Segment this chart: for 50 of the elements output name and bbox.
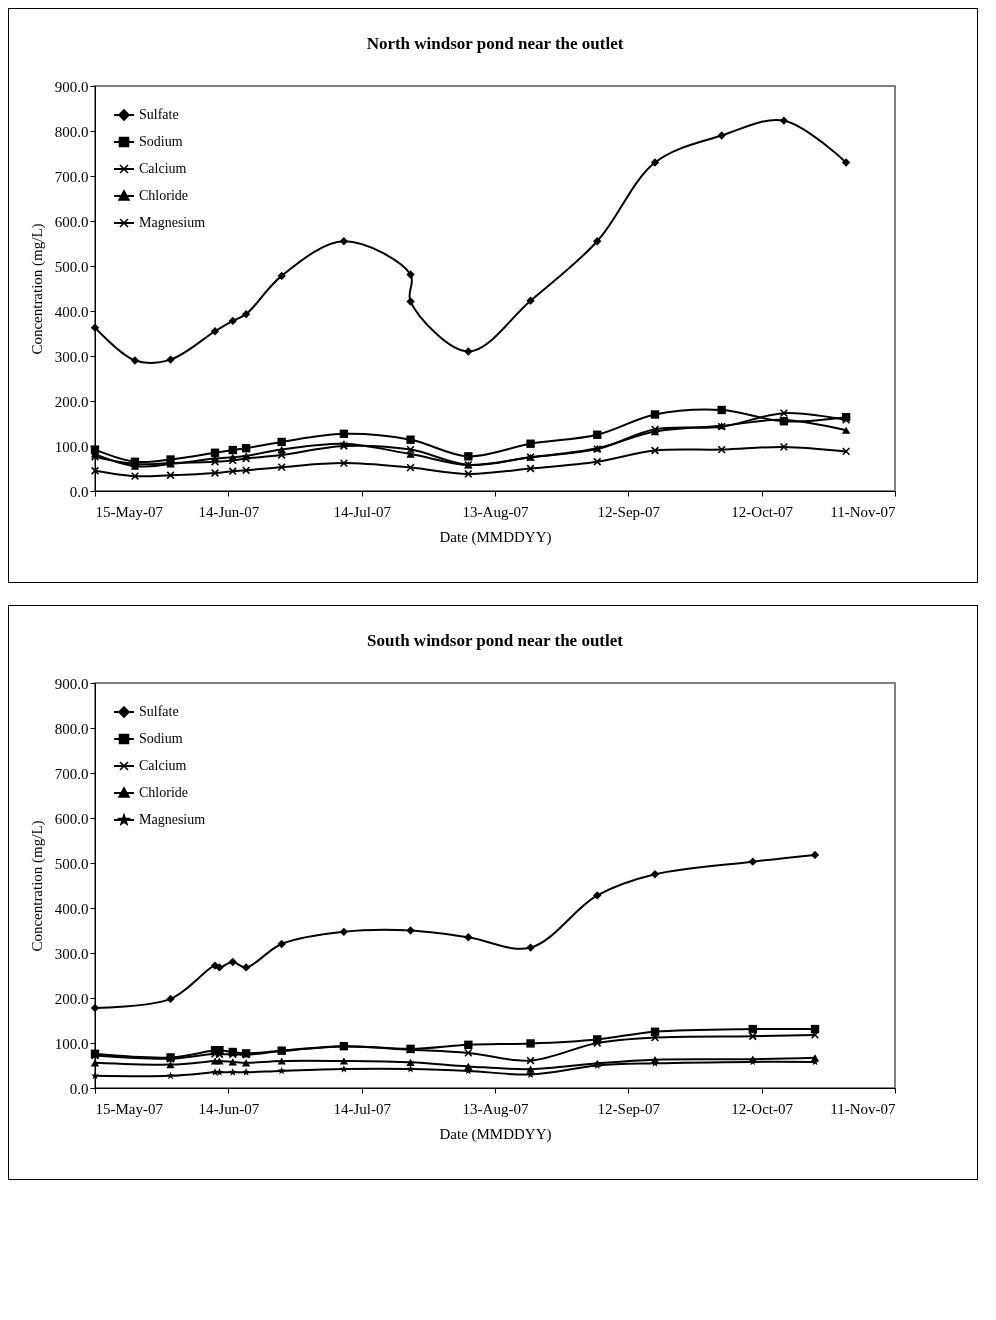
legend-label: Sulfate xyxy=(139,704,179,719)
legend-label: Calcium xyxy=(139,161,187,176)
y-tick-label: 700.0 xyxy=(54,168,89,185)
x-tick-label: 15-May-07 xyxy=(95,503,164,520)
chart-title: South windsor pond near the outlet xyxy=(367,631,624,650)
x-tick-label: 14-Jul-07 xyxy=(333,1100,392,1117)
x-tick-label: 11-Nov-07 xyxy=(830,1100,896,1117)
legend-label: Sodium xyxy=(139,134,183,149)
x-tick-label: 12-Sep-07 xyxy=(597,1100,661,1117)
y-tick-label: 0.0 xyxy=(69,483,89,500)
x-tick-label: 14-Jun-07 xyxy=(198,1100,260,1117)
y-tick-label: 300.0 xyxy=(54,348,89,365)
x-tick-label: 12-Sep-07 xyxy=(597,503,661,520)
x-tick-label: 14-Jun-07 xyxy=(198,503,260,520)
x-tick-label: 12-Oct-07 xyxy=(731,1100,794,1117)
chart-title: North windsor pond near the outlet xyxy=(366,34,624,53)
y-tick-label: 800.0 xyxy=(54,123,89,140)
y-tick-label: 900.0 xyxy=(54,675,89,692)
y-tick-label: 500.0 xyxy=(54,258,89,275)
x-tick-label: 14-Jul-07 xyxy=(333,503,392,520)
y-tick-label: 100.0 xyxy=(54,438,89,455)
y-tick-label: 300.0 xyxy=(54,945,89,962)
y-tick-label: 600.0 xyxy=(54,810,89,827)
y-tick-label: 800.0 xyxy=(54,720,89,737)
legend-label: Calcium xyxy=(139,758,187,773)
legend-label: Sodium xyxy=(139,731,183,746)
y-tick-label: 900.0 xyxy=(54,78,89,95)
y-tick-label: 0.0 xyxy=(69,1080,89,1097)
y-tick-label: 200.0 xyxy=(54,393,89,410)
legend-label: Chloride xyxy=(139,785,188,800)
legend-label: Magnesium xyxy=(139,812,206,827)
x-tick-label: 11-Nov-07 xyxy=(830,503,896,520)
y-tick-label: 700.0 xyxy=(54,765,89,782)
legend-label: Magnesium xyxy=(139,215,206,230)
x-tick-label: 15-May-07 xyxy=(95,1100,164,1117)
y-tick-label: 400.0 xyxy=(54,303,89,320)
x-axis-title: Date (MMDDYY) xyxy=(439,1125,552,1143)
y-tick-label: 100.0 xyxy=(54,1035,89,1052)
y-tick-label: 500.0 xyxy=(54,855,89,872)
x-axis-title: Date (MMDDYY) xyxy=(439,528,552,546)
y-tick-label: 400.0 xyxy=(54,900,89,917)
y-tick-label: 600.0 xyxy=(54,213,89,230)
y-axis-title: Concentration (mg/L) xyxy=(28,820,46,952)
legend-label: Sulfate xyxy=(139,107,179,122)
x-tick-label: 13-Aug-07 xyxy=(462,503,529,520)
y-tick-label: 200.0 xyxy=(54,990,89,1007)
x-tick-label: 12-Oct-07 xyxy=(731,503,794,520)
legend-label: Chloride xyxy=(139,188,188,203)
x-tick-label: 13-Aug-07 xyxy=(462,1100,529,1117)
y-axis-title: Concentration (mg/L) xyxy=(28,223,46,355)
